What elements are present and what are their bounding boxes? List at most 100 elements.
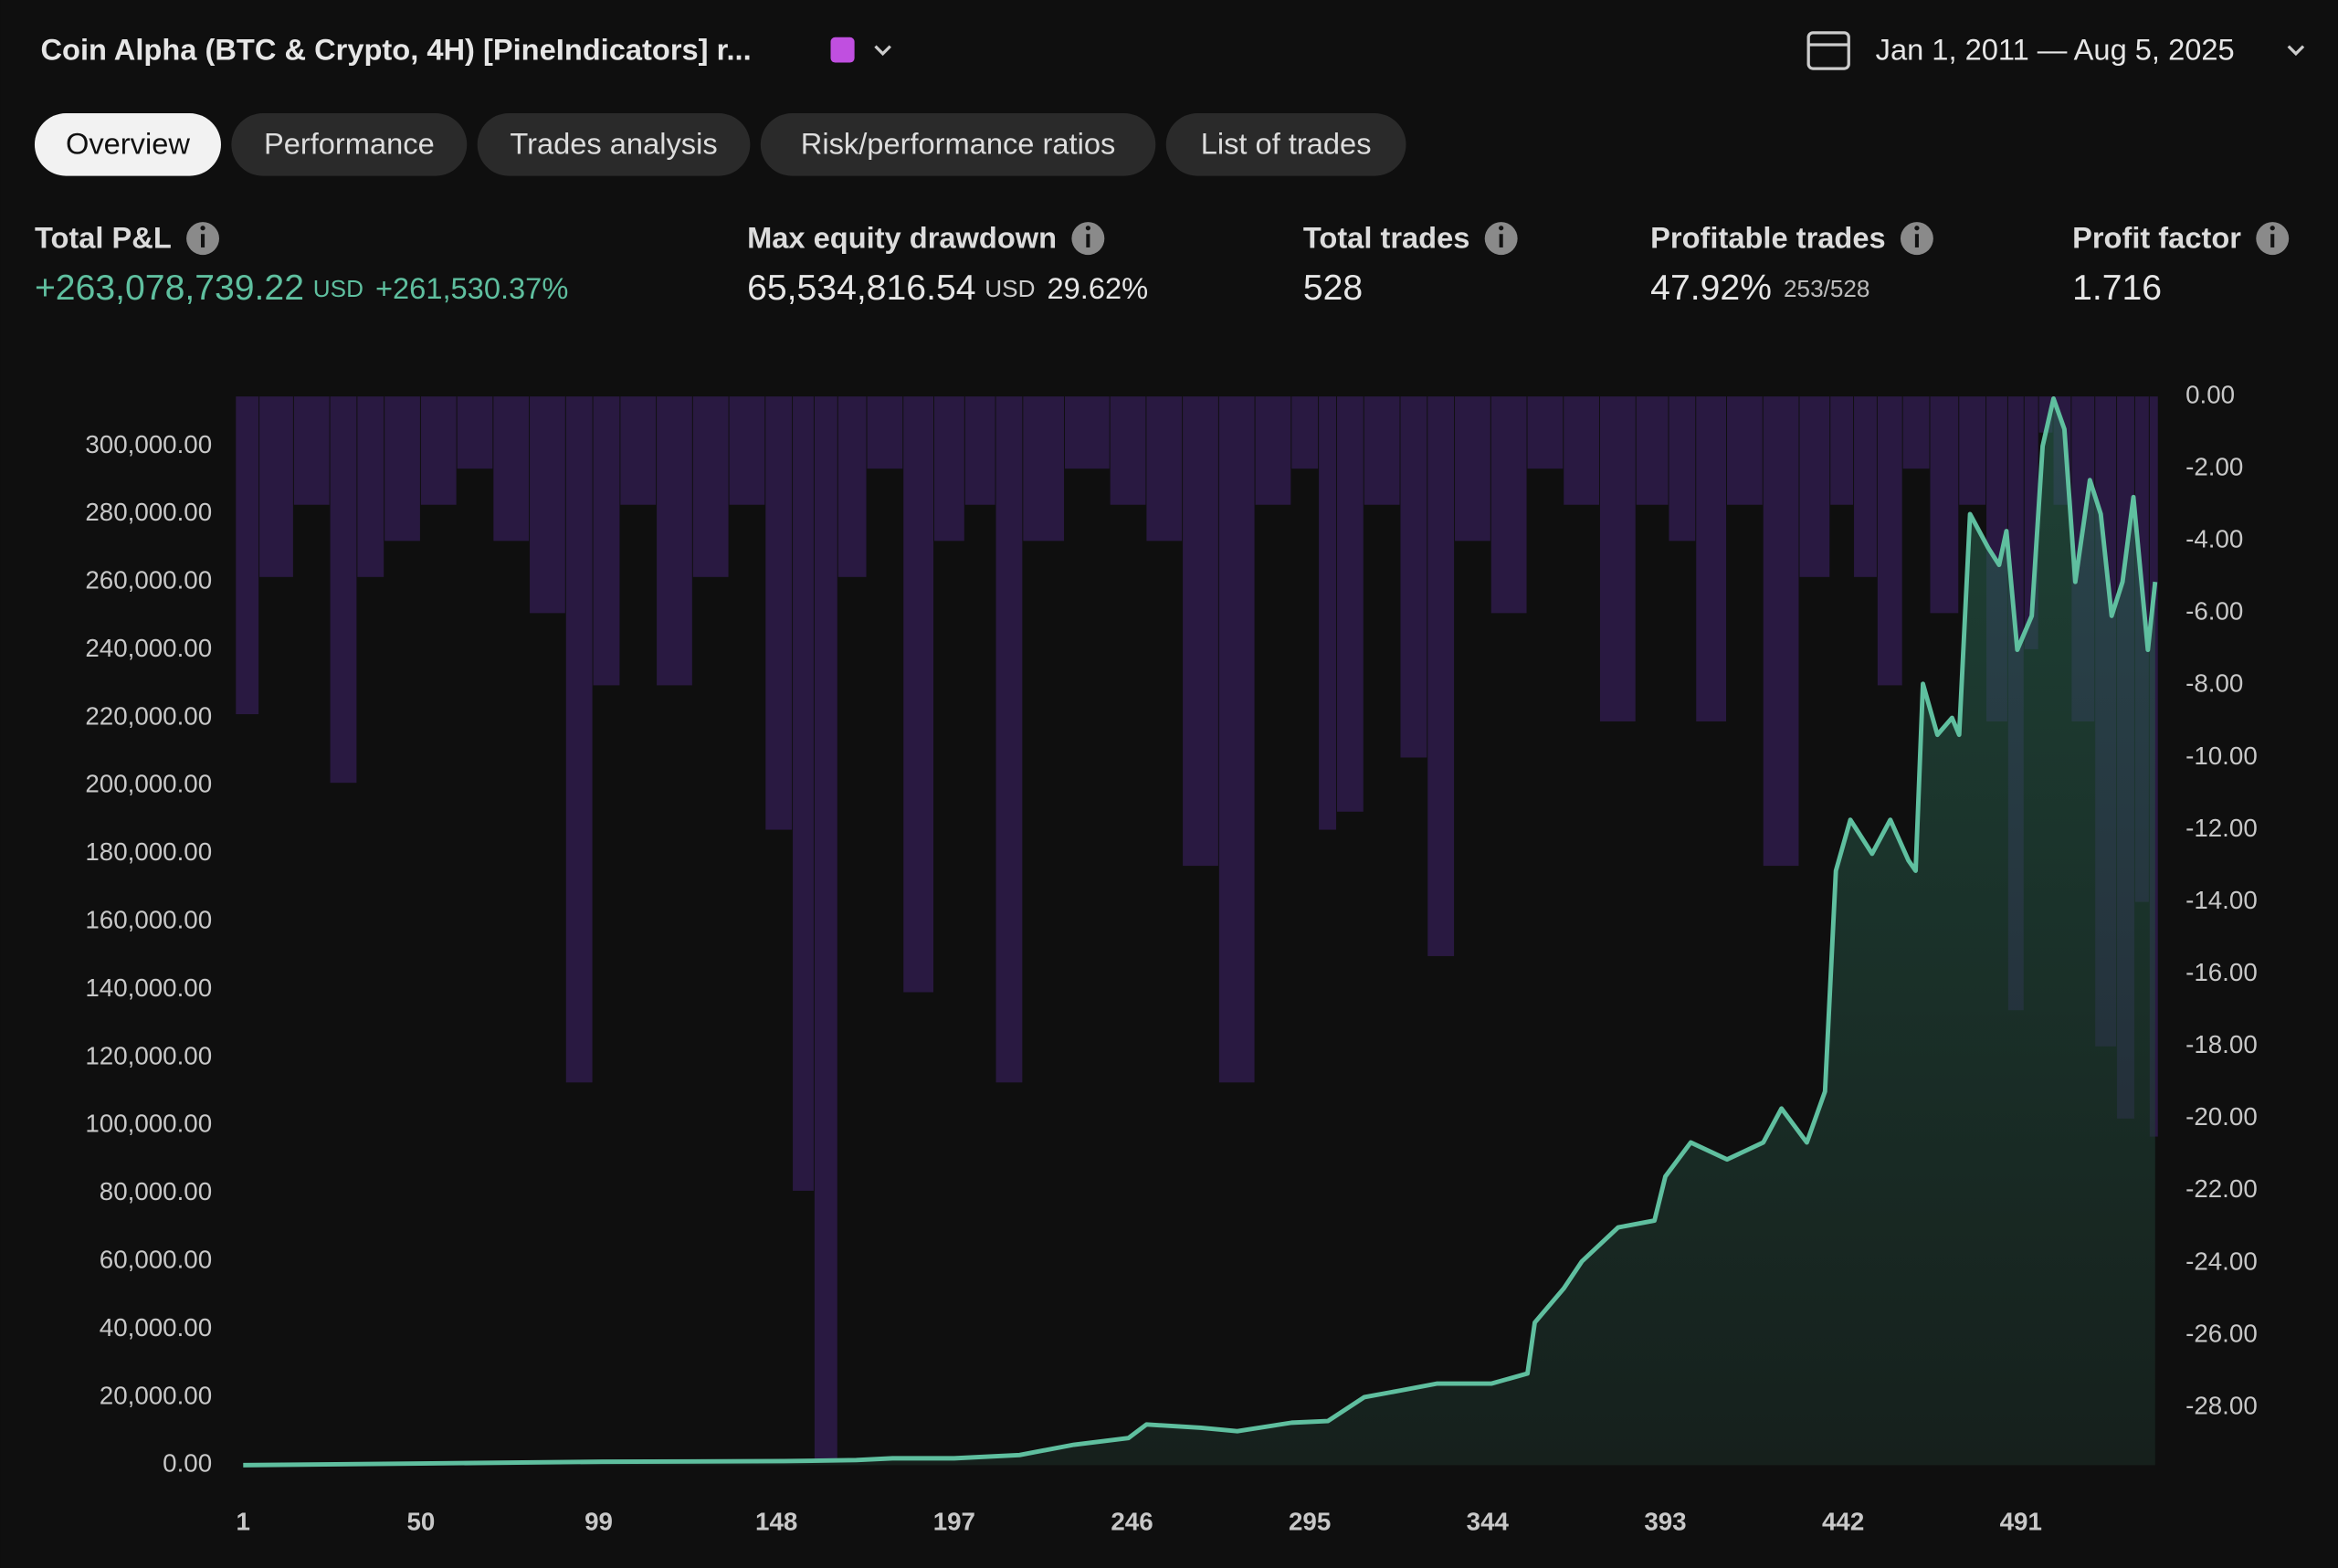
drawdown-bar: [729, 396, 765, 505]
stat-value-line: 47.92% 253/528: [1650, 269, 1869, 309]
stat-value: 1.716: [2072, 269, 2162, 309]
drawdown-bar: [814, 396, 837, 1462]
y2-tick-label: -22.00: [2185, 1174, 2258, 1203]
drawdown-bar: [1455, 396, 1490, 542]
x-tick-label: 1: [237, 1507, 250, 1535]
stat-value-line: 1.716: [2072, 269, 2162, 309]
tab-label[interactable]: Risk/performance ratios: [801, 127, 1116, 161]
info-icon: [200, 226, 205, 231]
y-tick-label: 60,000.00: [100, 1246, 212, 1274]
tab-label[interactable]: List of trades: [1201, 127, 1372, 161]
y2-tick-label: -26.00: [2185, 1319, 2258, 1347]
drawdown-bar: [793, 396, 814, 1191]
y-tick-label: 20,000.00: [100, 1381, 212, 1409]
y-tick-label: 260,000.00: [85, 566, 212, 595]
drawdown-bar: [620, 396, 657, 505]
y2-tick-label: -8.00: [2185, 669, 2243, 698]
y2-tick-label: -18.00: [2185, 1030, 2258, 1058]
tab[interactable]: [477, 113, 751, 176]
drawdown-bar: [565, 396, 593, 1083]
drawdown-bar: [593, 396, 620, 686]
chevron[interactable]: [2287, 45, 2305, 57]
x-tick-label: 295: [1289, 1507, 1331, 1535]
drawdown-bar: [1336, 396, 1364, 812]
drawdown-bar: [1110, 396, 1146, 505]
drawdown-bar: [1727, 396, 1763, 505]
y-tick-label: 100,000.00: [85, 1110, 212, 1138]
y-tick-label: 280,000.00: [85, 498, 212, 526]
drawdown-bar: [1364, 396, 1400, 505]
drawdown-bar: [1527, 396, 1564, 469]
y2-tick-label: -24.00: [2185, 1247, 2258, 1275]
y2-tick-label: -16.00: [2185, 958, 2258, 986]
drawdown-bar: [330, 396, 357, 784]
y2-tick-label: -6.00: [2185, 597, 2243, 626]
calendar-icon[interactable]: [1806, 31, 1850, 70]
y-tick-label: 0.00: [163, 1449, 212, 1478]
drawdown-bar: [1696, 396, 1727, 721]
drawdown-bar: [1763, 396, 1799, 867]
drawdown-bar: [493, 396, 530, 542]
drawdown-bar: [259, 396, 293, 577]
stat-value-line: 65,534,816.54 USD 29.62%: [747, 269, 1148, 309]
x-tick-label: 491: [2000, 1507, 2042, 1535]
stat-value: 528: [1303, 269, 1363, 309]
drawdown-bar: [964, 396, 995, 505]
drawdown-bar: [1319, 396, 1336, 830]
x-tick-label: 148: [755, 1507, 797, 1535]
tab[interactable]: [1165, 113, 1406, 176]
drawdown-bar: [995, 396, 1023, 1083]
x-tick-label: 442: [1822, 1507, 1864, 1535]
y-tick-label: 80,000.00: [100, 1177, 212, 1205]
drawdown-bar: [1183, 396, 1218, 867]
drawdown-bar: [837, 396, 867, 577]
tab[interactable]: [760, 113, 1156, 176]
stat-extra: +261,530.37%: [375, 271, 568, 305]
stat-extra: 253/528: [1784, 275, 1869, 302]
drawdown-bar: [1854, 396, 1877, 577]
y-tick-label: 120,000.00: [85, 1041, 212, 1069]
drawdown-bar: [1255, 396, 1291, 505]
stat-value: +263,078,739.22: [35, 269, 304, 309]
tab-label[interactable]: Trades analysis: [510, 127, 717, 161]
chevron[interactable]: [874, 45, 891, 57]
drawdown-bar: [1023, 396, 1065, 542]
drawdown-bar: [1599, 396, 1636, 721]
tab-label[interactable]: Overview: [66, 127, 190, 161]
date-range[interactable]: Jan 1, 2011 — Aug 5, 2025: [1876, 33, 2235, 67]
stat-label: Total P&L: [35, 220, 172, 254]
info-icon: [1085, 226, 1090, 231]
y2-tick-label: -14.00: [2185, 886, 2258, 914]
x-tick-label: 50: [406, 1507, 435, 1535]
stat-label: Profitable trades: [1650, 220, 1885, 254]
drawdown-bar: [1799, 396, 1830, 577]
y-tick-label: 240,000.00: [85, 634, 212, 662]
tab[interactable]: [34, 113, 221, 176]
drawdown-bar: [765, 396, 793, 830]
strategy-title[interactable]: Coin Alpha (BTC & Crypto, 4H) [PineIndic…: [40, 33, 751, 67]
y2-tick-label: -28.00: [2185, 1391, 2258, 1419]
drawdown-bar: [934, 396, 964, 542]
stat-value-line: 528: [1303, 269, 1363, 309]
info-icon: [1914, 226, 1920, 231]
y2-tick-label: -4.00: [2185, 525, 2243, 553]
drawdown-bar: [457, 396, 493, 469]
tab[interactable]: [231, 113, 468, 176]
stat-label: Total trades: [1303, 220, 1470, 254]
x-tick-label: 393: [1644, 1507, 1686, 1535]
y2-tick-label: 0.00: [2185, 380, 2235, 408]
stat-value: 65,534,816.54: [747, 269, 975, 309]
stat-label: Profit factor: [2072, 220, 2241, 254]
info-icon: [1499, 226, 1504, 231]
drawdown-bar: [1669, 396, 1696, 542]
y-tick-label: 220,000.00: [85, 701, 212, 730]
drawdown-bar: [1400, 396, 1427, 758]
drawdown-bar: [1877, 396, 1902, 686]
calendar-badge[interactable]: [830, 37, 855, 63]
tab-label[interactable]: Performance: [264, 127, 435, 161]
stat-value: 47.92%: [1650, 269, 1772, 309]
drawdown-bar: [657, 396, 692, 686]
y2-tick-label: -10.00: [2185, 742, 2258, 770]
